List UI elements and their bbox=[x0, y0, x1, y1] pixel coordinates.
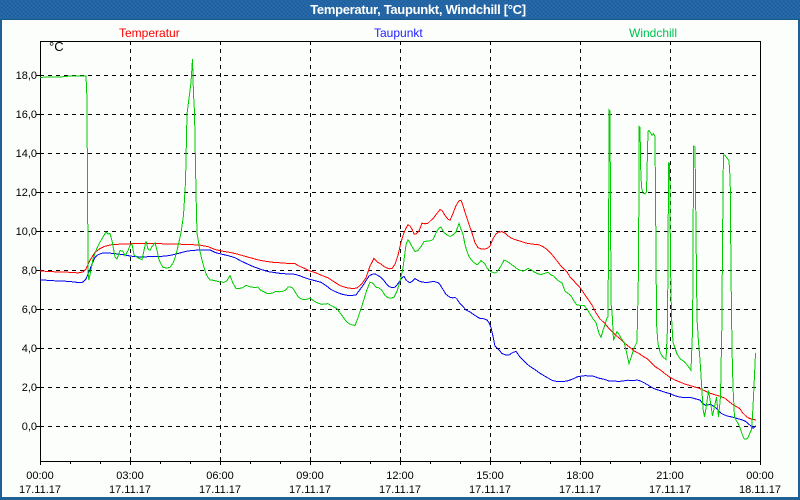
svg-text:17.11.17: 17.11.17 bbox=[379, 484, 421, 496]
svg-text:16,0: 16,0 bbox=[16, 109, 37, 121]
svg-text:0,0: 0,0 bbox=[22, 421, 37, 433]
svg-text:8,0: 8,0 bbox=[22, 265, 37, 277]
svg-text:18:00: 18:00 bbox=[566, 470, 594, 482]
svg-text:09:00: 09:00 bbox=[296, 470, 324, 482]
svg-text:12,0: 12,0 bbox=[16, 187, 37, 199]
svg-text:17.11.17: 17.11.17 bbox=[469, 484, 511, 496]
svg-text:18.11.17: 18.11.17 bbox=[739, 484, 781, 496]
svg-text:°C: °C bbox=[49, 39, 64, 54]
svg-text:17.11.17: 17.11.17 bbox=[559, 484, 601, 496]
svg-text:17.11.17: 17.11.17 bbox=[199, 484, 241, 496]
svg-text:18,0: 18,0 bbox=[16, 70, 37, 82]
svg-text:03:00: 03:00 bbox=[116, 470, 144, 482]
svg-text:4,0: 4,0 bbox=[22, 343, 37, 355]
svg-text:2,0: 2,0 bbox=[22, 382, 37, 394]
svg-text:12:00: 12:00 bbox=[386, 470, 414, 482]
svg-text:17.11.17: 17.11.17 bbox=[649, 484, 691, 496]
svg-text:17.11.17: 17.11.17 bbox=[19, 484, 61, 496]
svg-text:21:00: 21:00 bbox=[656, 470, 684, 482]
svg-text:6,0: 6,0 bbox=[22, 304, 37, 316]
svg-text:14,0: 14,0 bbox=[16, 148, 37, 160]
svg-text:10,0: 10,0 bbox=[16, 226, 37, 238]
svg-text:06:00: 06:00 bbox=[206, 470, 234, 482]
svg-text:17.11.17: 17.11.17 bbox=[109, 484, 151, 496]
svg-text:17.11.17: 17.11.17 bbox=[289, 484, 331, 496]
svg-text:00:00: 00:00 bbox=[746, 470, 774, 482]
svg-text:00:00: 00:00 bbox=[26, 470, 54, 482]
svg-text:15:00: 15:00 bbox=[476, 470, 504, 482]
